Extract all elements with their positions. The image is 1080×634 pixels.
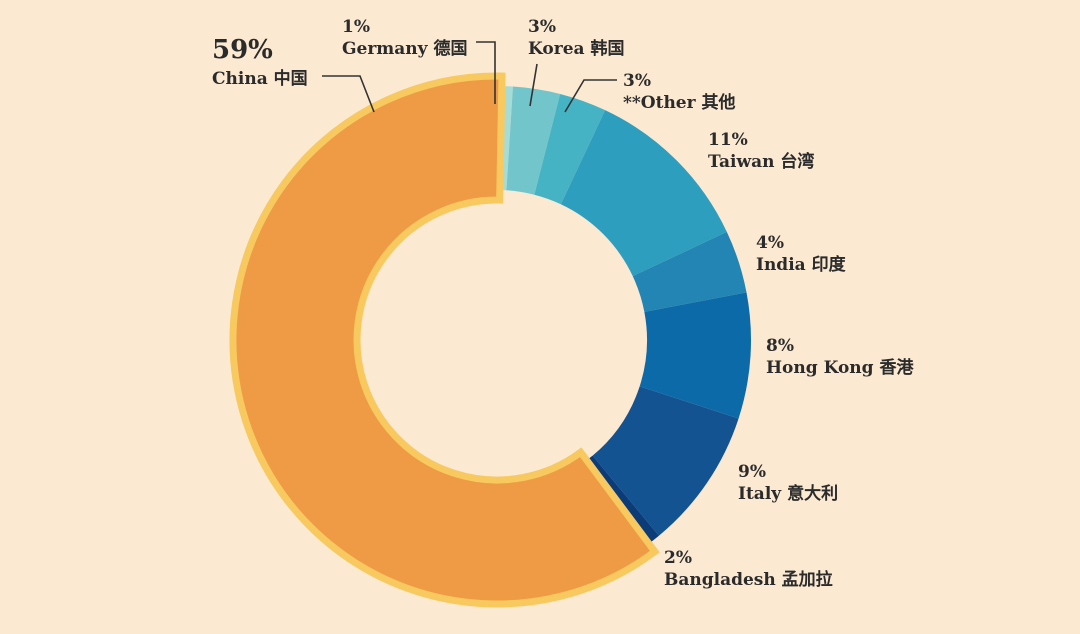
- slice-percent-korea: 3%: [528, 17, 556, 37]
- leader-line-china: [322, 75, 375, 113]
- slice-label-bangladesh: Bangladesh 孟加拉: [664, 569, 833, 590]
- slice-china: [229, 72, 660, 608]
- slice-percent-hong-kong: 8%: [766, 336, 794, 356]
- slice-labels: 1%Germany 德国3%Korea 韩国3%**Other 其他11%Tai…: [212, 17, 914, 590]
- slice-hong-kong: [639, 292, 751, 419]
- slice-percent-india: 4%: [756, 233, 784, 253]
- slice-label-italy: Italy 意大利: [738, 483, 838, 504]
- slice-percent-italy: 9%: [738, 462, 766, 482]
- slices-group: [229, 72, 751, 608]
- slice-label-germany: Germany 德国: [342, 38, 467, 59]
- slice-other: [534, 93, 606, 205]
- leader-line-korea: [529, 63, 538, 107]
- slice-label-china: China 中国: [212, 68, 308, 89]
- leader-line-other: [564, 79, 617, 113]
- slice-label-taiwan: Taiwan 台湾: [708, 151, 814, 172]
- slice-label-india: India 印度: [756, 254, 847, 275]
- slice-label-korea: Korea 韩国: [528, 38, 624, 59]
- slice-india: [632, 231, 747, 312]
- leader-line-germany: [476, 41, 496, 104]
- slice-percent-other: 3%: [623, 71, 651, 91]
- slice-percent-germany: 1%: [342, 17, 370, 37]
- slice-taiwan: [560, 110, 727, 277]
- slice-label-other: **Other 其他: [623, 92, 736, 113]
- slice-italy: [592, 386, 739, 536]
- slice-percent-bangladesh: 2%: [664, 548, 692, 568]
- slice-korea: [506, 86, 561, 195]
- slice-percent-taiwan: 11%: [708, 130, 748, 150]
- slice-label-hong-kong: Hong Kong 香港: [766, 357, 914, 378]
- leader-lines: [322, 41, 617, 113]
- slice-percent-china: 59%: [212, 35, 273, 65]
